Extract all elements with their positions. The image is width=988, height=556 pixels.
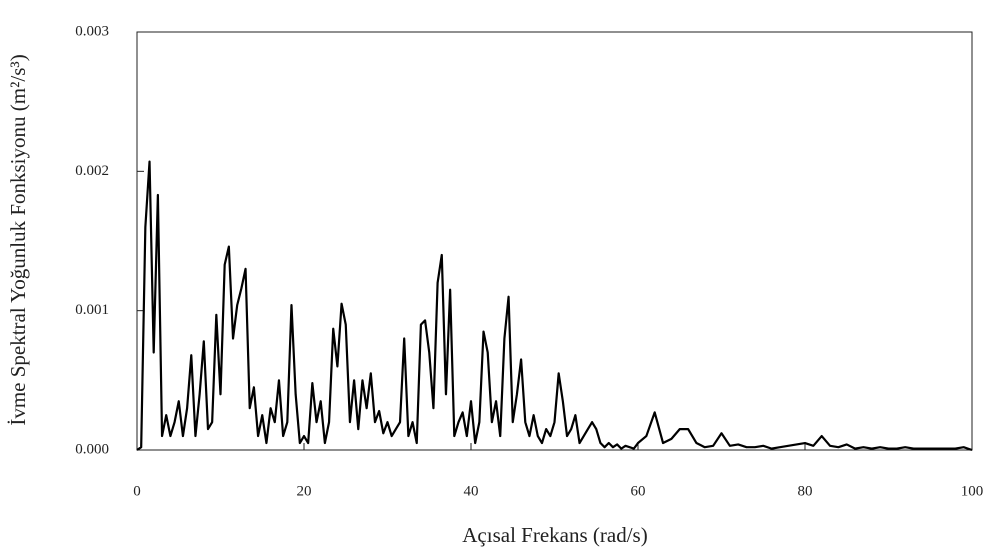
x-tick-label: 80	[798, 483, 813, 499]
y-tick-label: 0.000	[75, 441, 109, 457]
x-tick-label: 60	[631, 483, 646, 499]
x-tick-label: 100	[961, 483, 984, 499]
x-tick-label: 20	[297, 483, 312, 499]
x-tick-label: 0	[133, 483, 141, 499]
y-tick-label: 0.003	[75, 23, 109, 39]
plot-frame	[136, 31, 973, 451]
data-line	[136, 160, 973, 452]
y-tick-label: 0.001	[75, 302, 109, 318]
x-axis-title: Açısal Frekans (rad/s)	[462, 523, 647, 547]
y-tick-label: 0.002	[75, 163, 109, 179]
x-tick-label: 40	[464, 483, 479, 499]
y-axis-title: İvme Spektral Yoğunluk Fonksiyonu (m²/s³…	[6, 54, 30, 425]
